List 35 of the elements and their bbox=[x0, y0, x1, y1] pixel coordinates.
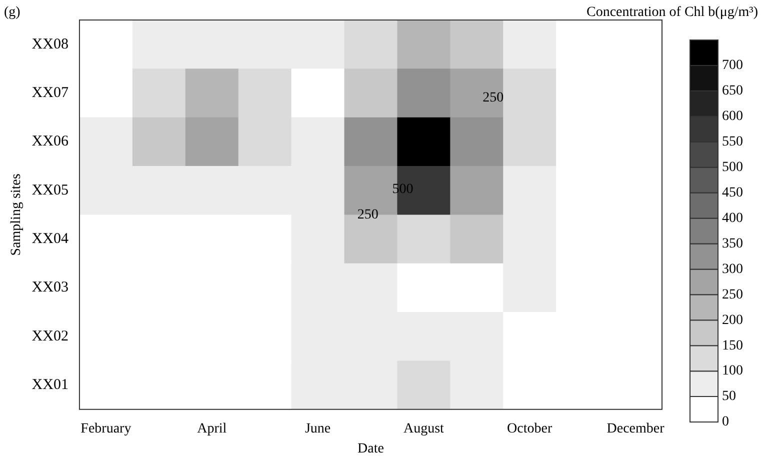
y-tick-label: XX06 bbox=[32, 134, 69, 150]
y-tick-label: XX01 bbox=[32, 377, 68, 393]
y-tick-label: XX05 bbox=[32, 182, 68, 198]
color-bar-label: 400 bbox=[722, 210, 743, 226]
color-bar-label: 600 bbox=[722, 109, 743, 124]
color-bar-label: 300 bbox=[722, 262, 743, 277]
x-tick-label: June bbox=[304, 421, 331, 436]
annotation: 250 bbox=[357, 207, 378, 222]
x-tick-label: August bbox=[403, 421, 444, 436]
color-bar-label: 100 bbox=[722, 364, 743, 379]
y-axis-title: Sampling sites bbox=[9, 174, 24, 256]
y-tick-label: XX04 bbox=[32, 230, 69, 247]
color-bar-label: 50 bbox=[722, 389, 736, 404]
color-bar-label: 550 bbox=[722, 134, 743, 150]
color-bar-label: 150 bbox=[722, 338, 743, 354]
color-bar-label: 250 bbox=[722, 287, 743, 302]
color-bar-title: Concentration of Chl b(μg/m³) bbox=[586, 5, 758, 20]
color-bar-label: 650 bbox=[722, 84, 743, 99]
x-axis-title: Date bbox=[358, 441, 384, 456]
x-tick-label: December bbox=[606, 421, 665, 436]
y-tick-label: XX03 bbox=[32, 280, 68, 296]
annotation: 250 bbox=[482, 90, 504, 106]
color-bar-label: 450 bbox=[722, 185, 743, 200]
chart-title: (g) bbox=[4, 5, 21, 20]
y-tick-label: XX07 bbox=[32, 84, 69, 101]
x-tick-label: October bbox=[507, 421, 552, 436]
x-tick-label: April bbox=[197, 421, 227, 436]
color-bar-label: 350 bbox=[722, 236, 743, 252]
y-tick-label: XX08 bbox=[32, 36, 68, 52]
x-tick-label: February bbox=[80, 421, 132, 436]
y-tick-label: XX02 bbox=[32, 328, 68, 344]
color-bar-label: 0 bbox=[722, 414, 729, 430]
color-bar-label: 200 bbox=[722, 312, 743, 328]
color-bar-label: 700 bbox=[722, 58, 743, 74]
color-bar-label: 500 bbox=[722, 160, 743, 176]
